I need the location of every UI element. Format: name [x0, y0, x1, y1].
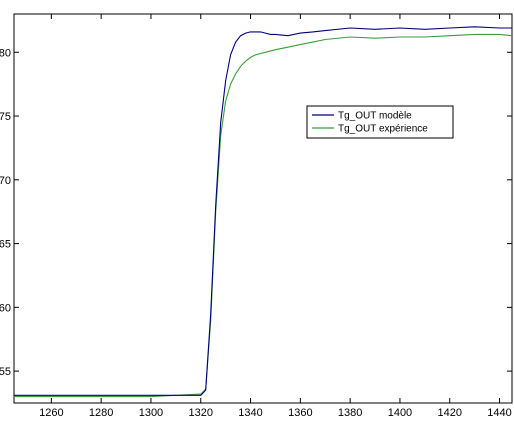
legend: Tg_OUT modèle Tg_OUT expérience	[306, 105, 454, 139]
y-tick-label: 55	[0, 366, 11, 378]
x-tick-label: 1320	[189, 407, 213, 419]
y-tick-label: 80	[0, 47, 11, 59]
x-tick-label: 1260	[39, 407, 63, 419]
x-tick-label: 1420	[438, 407, 462, 419]
x-tick-label: 1440	[487, 407, 511, 419]
x-tick-label: 1280	[89, 407, 113, 419]
legend-label: Tg_OUT modèle	[338, 111, 412, 122]
x-tick-label: 1380	[338, 407, 362, 419]
x-tick-label: 1360	[288, 407, 312, 419]
y-tick-label: 75	[0, 111, 11, 123]
x-tick-label: 1400	[388, 407, 412, 419]
plot-area	[13, 13, 513, 404]
y-tick-label: 65	[0, 239, 11, 251]
x-tick-label: 1300	[139, 407, 163, 419]
legend-label: Tg_OUT expérience	[338, 124, 428, 135]
y-tick-label: 70	[0, 175, 11, 187]
y-tick-label: 60	[0, 302, 11, 314]
axis-ticks: 1260 1280 1300 1320 1340 1360 1380 1400 1420 1440…	[0, 14, 512, 419]
series-lines	[14, 26, 513, 398]
legend-box	[306, 105, 454, 139]
x-tick-label: 1340	[238, 407, 262, 419]
series-line	[14, 26, 512, 396]
